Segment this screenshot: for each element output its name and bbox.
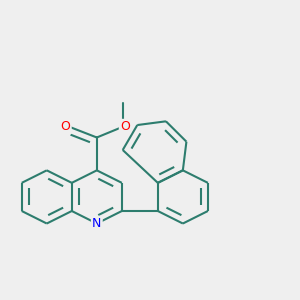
Text: O: O [61, 120, 70, 133]
Text: O: O [120, 120, 130, 133]
Text: N: N [92, 217, 101, 230]
